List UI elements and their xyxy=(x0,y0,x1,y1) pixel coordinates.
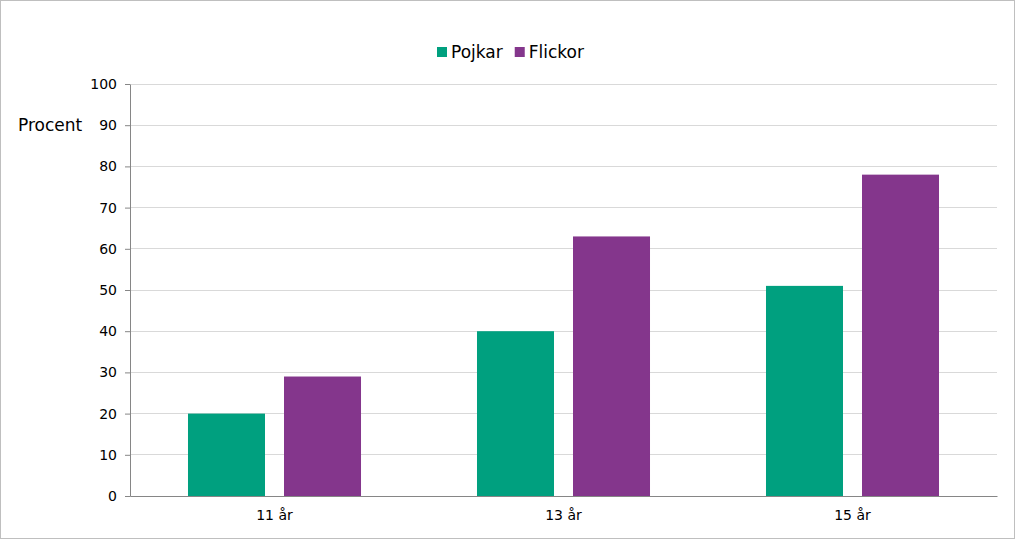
y-tick-label: 20 xyxy=(99,406,117,422)
y-tick-mark xyxy=(125,331,130,332)
y-tick-label: 40 xyxy=(99,323,117,339)
bars xyxy=(188,175,939,496)
y-axis-line xyxy=(130,85,131,497)
bar xyxy=(766,286,843,496)
x-tick-label: 11 år xyxy=(256,507,293,523)
x-tick-label: 13 år xyxy=(545,507,582,523)
y-tick: 90 xyxy=(99,117,130,133)
y-tick-mark xyxy=(125,249,130,250)
bar xyxy=(188,414,265,496)
legend-label: Pojkar xyxy=(451,42,503,62)
chart: 0 10 20 30 40 50 60 70 80 90 100 11 år 13 år 15 år Pro… xyxy=(0,0,1015,539)
y-tick: 80 xyxy=(99,158,130,174)
y-tick-mark xyxy=(125,455,130,456)
y-tick-mark xyxy=(125,414,130,415)
x-tick: 13 år xyxy=(545,507,582,523)
y-tick-label: 60 xyxy=(99,241,117,257)
y-tick: 30 xyxy=(99,364,130,380)
y-tick-label: 0 xyxy=(108,488,117,504)
y-tick-label: 100 xyxy=(90,76,117,92)
bar xyxy=(573,236,650,496)
grid xyxy=(130,84,997,496)
y-tick-label: 70 xyxy=(99,200,117,216)
x-axis: 11 år 13 år 15 år xyxy=(131,497,998,523)
grid-line xyxy=(130,125,997,126)
frame xyxy=(1,1,1015,539)
y-tick-mark xyxy=(125,166,130,167)
legend-swatch xyxy=(515,47,525,57)
y-tick: 70 xyxy=(99,200,130,216)
bar xyxy=(284,377,361,496)
legend: Pojkar Flickor xyxy=(437,42,584,62)
y-tick: 100 xyxy=(90,76,130,92)
x-axis-line xyxy=(131,496,998,497)
x-tick: 11 år xyxy=(256,507,293,523)
grid-line xyxy=(130,84,997,85)
y-tick-mark xyxy=(125,84,130,85)
legend-item: Flickor xyxy=(515,42,584,62)
y-tick-label: 30 xyxy=(99,364,117,380)
legend-item: Pojkar xyxy=(437,42,503,62)
y-tick: 60 xyxy=(99,241,130,257)
y-tick-mark xyxy=(125,208,130,209)
legend-swatch xyxy=(437,47,447,57)
y-tick-label: 50 xyxy=(99,282,117,298)
y-tick: 0 xyxy=(108,488,130,504)
x-tick-label: 15 år xyxy=(834,507,871,523)
bar xyxy=(477,331,554,496)
y-tick-mark xyxy=(125,125,130,126)
y-axis: 0 10 20 30 40 50 60 70 80 90 100 xyxy=(90,76,130,504)
y-tick: 50 xyxy=(99,282,130,298)
y-tick-label: 80 xyxy=(99,158,117,174)
legend-label: Flickor xyxy=(529,42,584,62)
grid-line xyxy=(130,166,997,167)
bar xyxy=(862,175,939,496)
y-tick: 10 xyxy=(99,447,130,463)
y-tick-mark xyxy=(125,290,130,291)
y-tick-mark xyxy=(125,496,130,497)
y-tick-label: 10 xyxy=(99,447,117,463)
y-tick: 20 xyxy=(99,406,130,422)
y-tick-mark xyxy=(125,372,130,373)
y-axis-title: Procent xyxy=(18,115,83,135)
x-tick: 15 år xyxy=(834,507,871,523)
y-tick-label: 90 xyxy=(99,117,117,133)
plot: 0 10 20 30 40 50 60 70 80 90 100 11 år 13 år 15 år xyxy=(90,76,997,523)
y-tick: 40 xyxy=(99,323,130,339)
